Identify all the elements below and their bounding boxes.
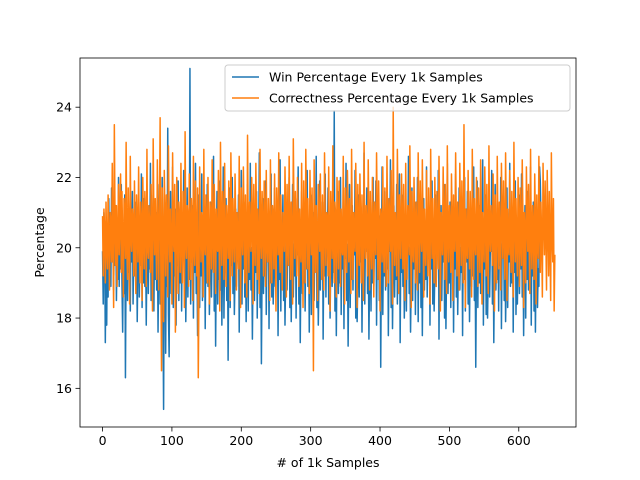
x-tick-label: 600 [507,433,531,448]
x-tick-label: 500 [437,433,461,448]
x-tick-label: 200 [229,433,253,448]
y-tick-label: 16 [56,381,72,396]
x-tick-label: 0 [99,433,107,448]
x-tick-label: 100 [160,433,184,448]
series-line-2 [101,106,556,379]
legend-label-2: Correctness Percentage Every 1k Samples [269,91,534,106]
legend-box [224,64,571,112]
y-tick-label: 22 [56,170,72,185]
x-axis-title: # of 1k Samples [276,455,379,470]
x-tick-label: 300 [299,433,323,448]
plot-frame [79,57,577,428]
y-tick-label: 24 [56,100,72,115]
y-axis-title: Percentage [32,207,47,278]
y-axis: 16 18 20 22 24 [56,100,80,396]
legend-label-1: Win Percentage Every 1k Samples [269,70,483,85]
x-axis: 0 100 200 300 400 500 600 [99,427,531,448]
y-tick-label: 20 [56,240,72,255]
plot-area [79,57,577,428]
legend: Win Percentage Every 1k Samples Correctne… [224,64,571,112]
x-tick-label: 400 [368,433,392,448]
y-tick-label: 18 [56,311,72,326]
